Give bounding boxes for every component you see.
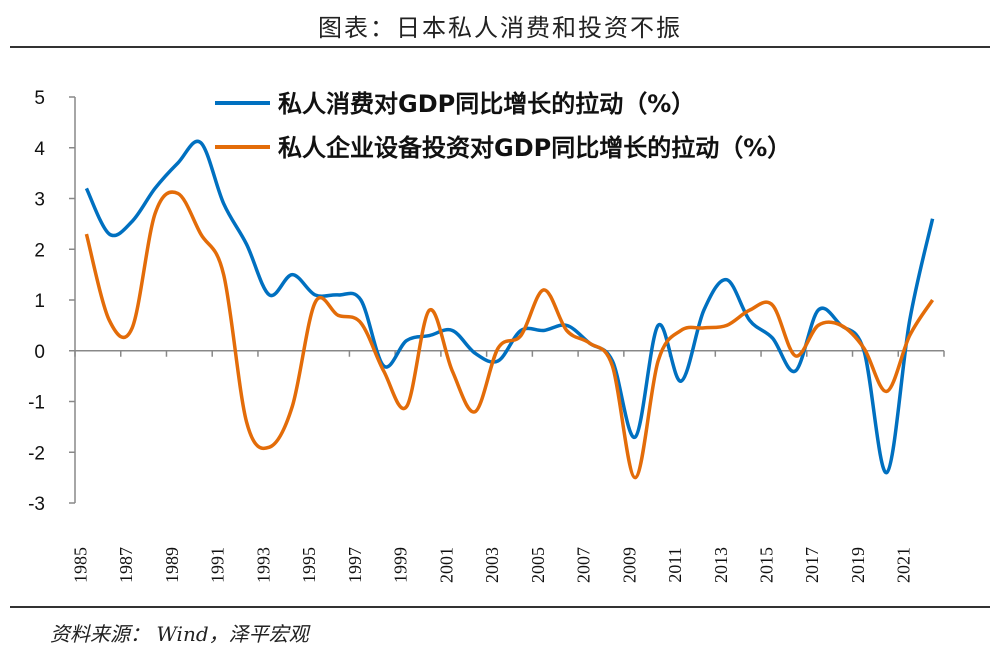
top-rule xyxy=(10,46,990,48)
x-tick-label: 2019 xyxy=(848,547,868,583)
x-tick-label: 1985 xyxy=(70,547,90,583)
x-tick-label: 2015 xyxy=(756,547,776,583)
x-tick-label: 2009 xyxy=(619,547,639,583)
y-tick-label: -2 xyxy=(28,443,45,464)
x-tick-label: 1987 xyxy=(116,547,136,583)
x-tick-label: 2005 xyxy=(528,547,548,583)
x-tick-label: 1995 xyxy=(299,547,319,583)
series-line-2 xyxy=(84,190,935,480)
x-tick-label: 1991 xyxy=(208,547,228,583)
y-tick-label: 1 xyxy=(34,291,45,312)
y-tick-label: 4 xyxy=(34,139,45,160)
y-tick-label: -1 xyxy=(28,393,45,414)
x-tick-label: 1999 xyxy=(391,547,411,583)
x-tick-label: 2001 xyxy=(436,547,456,583)
legend-label-2: 私人企业设备投资对GDP同比增长的拉动（%） xyxy=(278,134,791,162)
series-line-1 xyxy=(84,139,935,475)
x-tick-label: 2011 xyxy=(665,547,685,582)
source-note: 资料来源： Wind，泽平宏观 xyxy=(50,622,309,646)
x-tick-label: 2021 xyxy=(894,547,914,583)
y-tick-label: 3 xyxy=(34,190,45,211)
x-tick-label: 2003 xyxy=(482,547,502,583)
chart-title: 图表：日本私人消费和投资不振 xyxy=(318,14,682,42)
x-tick-label: 1997 xyxy=(345,547,365,583)
y-tick-label: 2 xyxy=(34,240,45,261)
x-tick-label: 2007 xyxy=(574,547,594,583)
y-tick-label: -3 xyxy=(28,494,45,515)
x-tick-label: 1989 xyxy=(162,547,182,583)
x-tick-label: 2013 xyxy=(711,547,731,583)
x-tick-label: 2017 xyxy=(802,547,822,583)
bottom-rule xyxy=(10,606,990,608)
y-tick-label: 5 xyxy=(34,88,45,109)
legend-label-1: 私人消费对GDP同比增长的拉动（%） xyxy=(278,90,695,118)
x-tick-label: 1993 xyxy=(253,547,273,583)
y-tick-label: 0 xyxy=(34,342,45,363)
